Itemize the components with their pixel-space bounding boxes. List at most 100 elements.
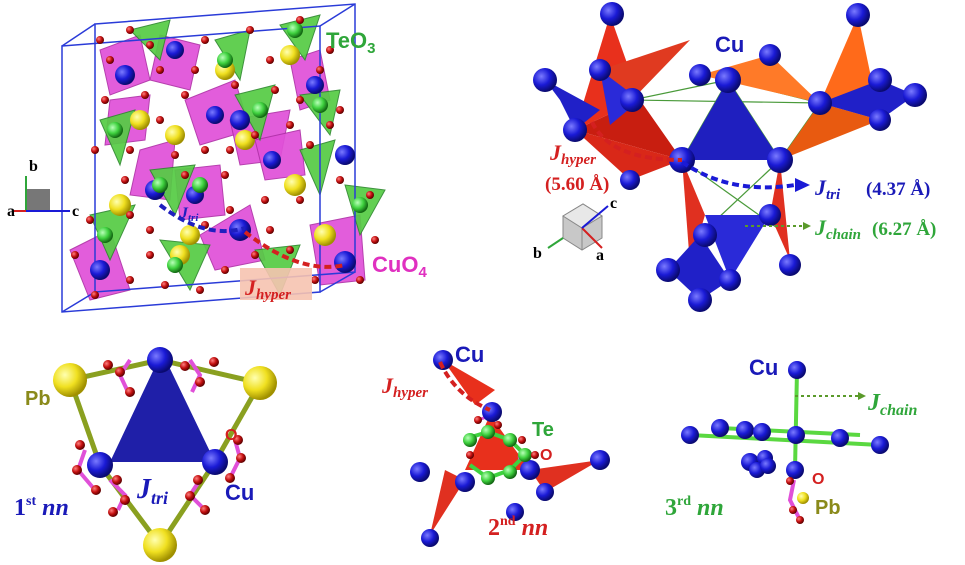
panel-d-atoms [410, 350, 610, 547]
o-atom [233, 435, 243, 445]
cu-atom [229, 219, 251, 241]
teo3-polyhedron [129, 19, 171, 61]
o-atom [221, 171, 229, 179]
panel-d-second-nn: Cu Jhyper Te O 2nd nn [381, 342, 610, 547]
panel-d-te-label: Te [532, 419, 554, 441]
pb-atom [243, 366, 277, 400]
cu-atom [620, 88, 644, 112]
o-atom [126, 146, 134, 154]
o-atom [316, 66, 324, 74]
panel-e-pb-label: Pb [815, 497, 841, 519]
panel-c-o-label: O [225, 427, 237, 444]
axis-b-label: b [29, 158, 38, 175]
te-atom [107, 122, 123, 138]
cu-atom [759, 204, 781, 226]
cu-atom [693, 223, 717, 247]
cu-atom [767, 147, 793, 173]
teo3-label: TeO3 [326, 28, 376, 57]
o-atom [518, 436, 526, 444]
o-atom [91, 485, 101, 495]
panel-b-j-tri: Jtri [814, 175, 841, 203]
o-atom [96, 36, 104, 44]
cu-atom [230, 110, 250, 130]
o-atom [225, 473, 235, 483]
o-atom [246, 26, 254, 34]
panel-a-j-tri: Jtri [179, 205, 199, 224]
j-tri-path-b [680, 160, 796, 190]
tri-polyhedra [545, 70, 915, 300]
te-atom [167, 257, 183, 273]
o-atom [226, 206, 234, 214]
o-atom [181, 171, 189, 179]
o-atom [103, 360, 113, 370]
o-atom [201, 36, 209, 44]
o-atom [71, 251, 79, 259]
cu-atom [590, 450, 610, 470]
j-chain-arrowhead-e [858, 392, 866, 400]
o-atom [91, 146, 99, 154]
o-atom [201, 146, 209, 154]
o-atom [171, 151, 179, 159]
te-atom [192, 177, 208, 193]
o-atom [371, 236, 379, 244]
o-atom [296, 16, 304, 24]
cu-atom [831, 429, 849, 447]
cuo4-label: CuO4 [372, 252, 427, 281]
panel-c-cu-label: Cu [225, 480, 254, 505]
o-atom [474, 416, 482, 424]
o-atom [494, 421, 502, 429]
o-atom [531, 451, 539, 459]
o-atom [786, 477, 794, 485]
o-atom [356, 276, 364, 284]
te-atom [481, 425, 495, 439]
panel-b-axes: b a c [533, 195, 617, 264]
cu-atom [455, 472, 475, 492]
o-atom [101, 96, 109, 104]
panel-a-crystal-structure: Jhyper Jtri TeO3 CuO4 b a c [7, 3, 427, 313]
pb-atom [280, 45, 300, 65]
cu-atom [715, 67, 741, 93]
o-atom [196, 286, 204, 294]
panel-b-j-hyper: Jhyper [549, 140, 596, 168]
cu-atom [871, 436, 889, 454]
o-atom [226, 146, 234, 154]
j-hyper-path-d [438, 361, 491, 412]
axis-a-label-b: a [596, 247, 604, 264]
te-atom [481, 471, 495, 485]
pb-atom [180, 225, 200, 245]
o-atom [209, 357, 219, 367]
pb-atom [284, 174, 306, 196]
o-atom [106, 56, 114, 64]
o-atom [266, 56, 274, 64]
cu-atom [90, 260, 110, 280]
cu-atom [688, 288, 712, 312]
o-atom [75, 440, 85, 450]
o-atom [108, 507, 118, 517]
panel-b-exchange-network: Cu Jhyper (5.60 Å) Jtri (4.37 Å) Jchain … [533, 2, 936, 312]
o-atom [466, 451, 474, 459]
o-atom [251, 251, 259, 259]
panel-b-j-chain-dist: (6.27 Å) [872, 219, 936, 240]
o-atom [72, 465, 82, 475]
cu-atom [202, 449, 228, 475]
te-atom [518, 448, 532, 462]
o-atom [146, 226, 154, 234]
cu-atom [166, 41, 184, 59]
o-atom [266, 226, 274, 234]
o-atom [326, 121, 334, 129]
cu-atom [903, 83, 927, 107]
panel-d-j-hyper: Jhyper [381, 373, 428, 401]
o-atom [200, 505, 210, 515]
panel-a-j-hyper: Jhyper [244, 275, 291, 303]
cu-atom [689, 64, 711, 86]
pb-atom [109, 194, 131, 216]
o-atom [306, 141, 314, 149]
cu-atom [620, 170, 640, 190]
o-atom [221, 266, 229, 274]
j-hyper-label-bg [240, 268, 312, 300]
panel-e-o-bonds [787, 479, 802, 521]
panel-c-first-nn: Pb O Cu Jtri 1st nn [14, 347, 277, 562]
te-atom [463, 433, 477, 447]
pb-atom [797, 492, 809, 504]
